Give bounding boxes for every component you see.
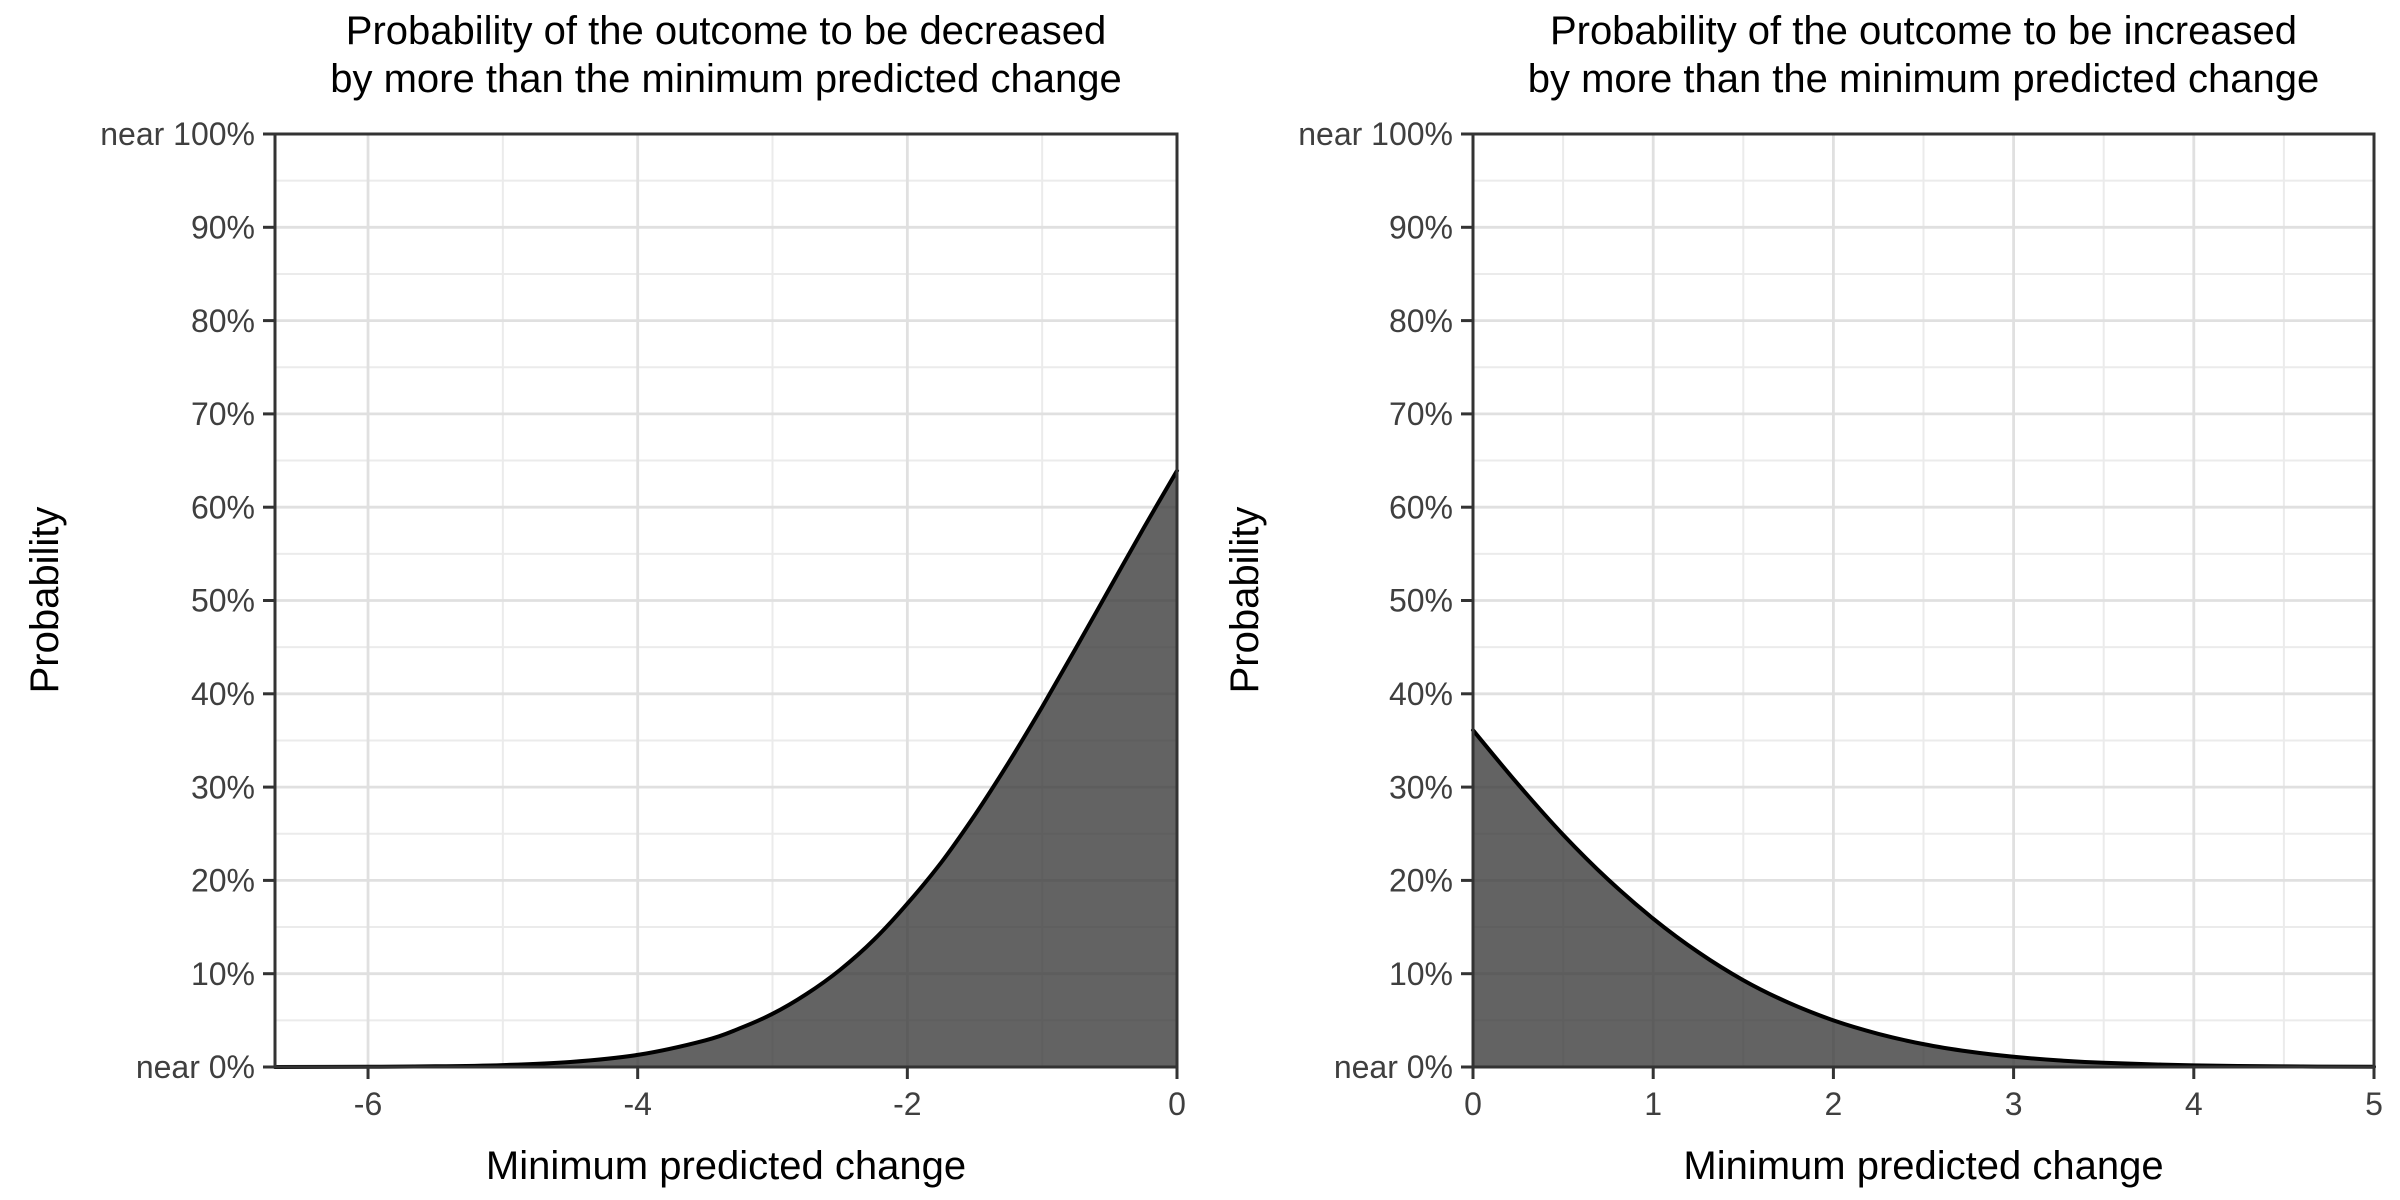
x-tick-label: 0 xyxy=(1168,1086,1186,1122)
y-tick-label: near 100% xyxy=(100,116,255,152)
y-tick-label: 30% xyxy=(191,769,255,805)
x-tick-label: 5 xyxy=(2365,1086,2383,1122)
y-tick-label: 50% xyxy=(1389,583,1453,619)
x-tick-label: -4 xyxy=(623,1086,651,1122)
y-tick-label: 40% xyxy=(1389,676,1453,712)
x-axis-title: Minimum predicted change xyxy=(486,1144,966,1188)
y-tick-label: near 100% xyxy=(1298,116,1453,152)
x-tick-label: 2 xyxy=(1825,1086,1843,1122)
y-tick-label: 20% xyxy=(191,863,255,899)
chart-title-line-2: by more than the minimum predicted chang… xyxy=(330,57,1122,101)
y-tick-label: near 0% xyxy=(136,1049,255,1085)
y-axis-title: Probability xyxy=(1223,507,1267,694)
chart-title-line-1: Probability of the outcome to be decreas… xyxy=(346,9,1106,53)
y-tick-label: 70% xyxy=(1389,396,1453,432)
y-tick-label: 10% xyxy=(1389,956,1453,992)
chart-outcome-increased: near 0% 10% 20% 30% 40% 50% 60% 70% 80% 90% near 1… xyxy=(1223,9,2383,1188)
area-fill xyxy=(275,470,1177,1067)
area-fill xyxy=(1473,730,2374,1067)
y-tick-label: 20% xyxy=(1389,863,1453,899)
y-axis-title: Probability xyxy=(23,507,67,694)
y-tick-label: 60% xyxy=(1389,489,1453,525)
y-tick-label: near 0% xyxy=(1334,1049,1453,1085)
x-tick-label: 3 xyxy=(2005,1086,2023,1122)
probability-curve xyxy=(1471,728,2376,1069)
y-tick-label: 70% xyxy=(191,396,255,432)
x-tick-label: 0 xyxy=(1464,1086,1482,1122)
y-tick-label: 80% xyxy=(1389,303,1453,339)
y-tick-label: 60% xyxy=(191,489,255,525)
y-tick-label: 80% xyxy=(191,303,255,339)
chart-title-line-1: Probability of the outcome to be increas… xyxy=(1550,9,2297,53)
x-tick-label: -2 xyxy=(893,1086,921,1122)
y-tick-label: 40% xyxy=(191,676,255,712)
y-tick-label: 90% xyxy=(191,210,255,246)
x-tick-label: 4 xyxy=(2185,1086,2203,1122)
chart-title-line-2: by more than the minimum predicted chang… xyxy=(1528,57,2320,101)
axis-ticks xyxy=(1461,132,2376,1079)
y-tick-label: 90% xyxy=(1389,210,1453,246)
y-tick-label: 30% xyxy=(1389,769,1453,805)
x-tick-label: -6 xyxy=(354,1086,382,1122)
x-axis-title: Minimum predicted change xyxy=(1683,1144,2163,1188)
y-tick-label: 10% xyxy=(191,956,255,992)
probability-curve xyxy=(273,468,1179,1069)
x-tick-label: 1 xyxy=(1644,1086,1662,1122)
y-tick-label: 50% xyxy=(191,583,255,619)
axis-ticks xyxy=(263,132,1179,1079)
chart-outcome-decreased: near 0% 10% 20% 30% 40% 50% 60% 70% 80% 90% near 1… xyxy=(23,9,1186,1188)
